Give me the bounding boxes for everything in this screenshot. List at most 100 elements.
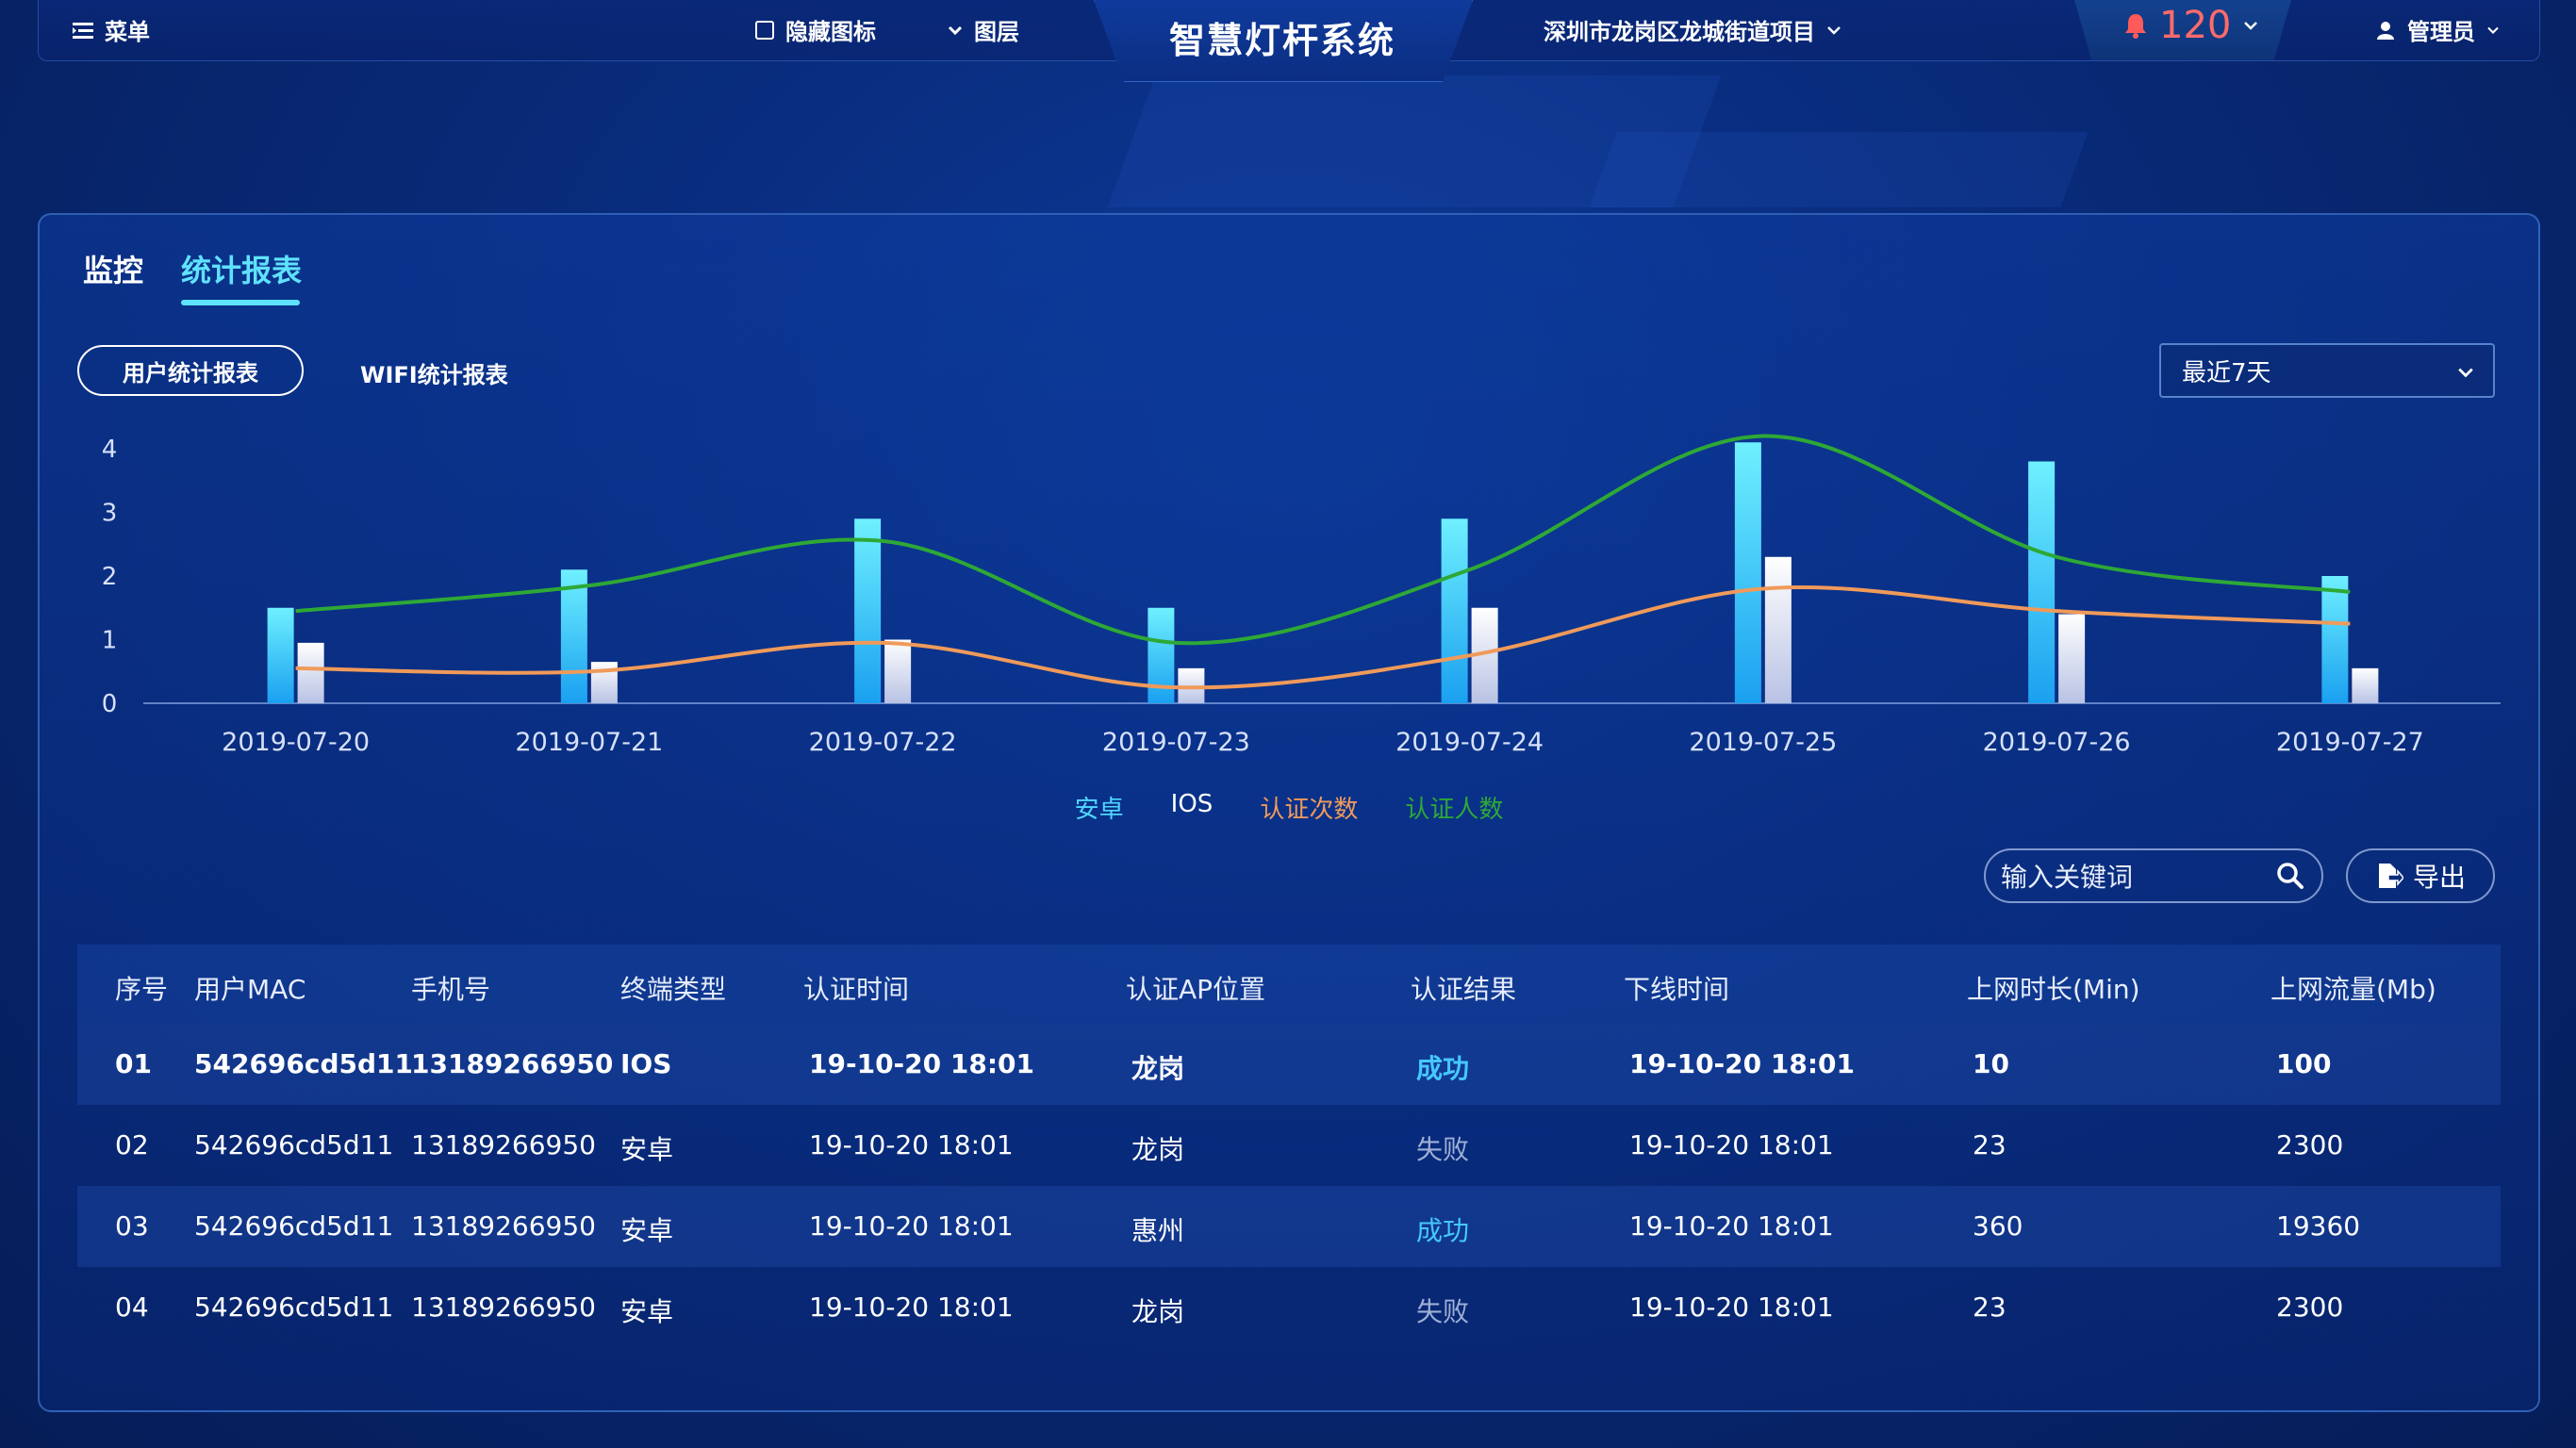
column-header: 终端类型	[620, 974, 727, 1005]
y-tick-label: 0	[102, 690, 118, 718]
chart-legend: 安卓 IOS 认证次数 认证人数	[40, 790, 2538, 825]
table-cell: 542696cd5d11	[194, 1129, 394, 1160]
bar-ios	[884, 639, 912, 703]
bar-ios	[1764, 556, 1792, 703]
table-cell: 19-10-20 18:01	[809, 1129, 1014, 1160]
bell-icon	[2125, 14, 2146, 39]
table-cell: 2300	[2276, 1292, 2344, 1323]
main-panel: 监控 统计报表 用户统计报表 WIFI统计报表 最近7天 0 1 2 3 4 2019-0…	[38, 213, 2540, 1412]
bar-ios	[2352, 667, 2379, 703]
search-input[interactable]: 输入关键词	[1984, 848, 2323, 903]
table-cell: 安卓	[620, 1215, 674, 1246]
project-label: 深圳市龙岗区龙城街道项目	[1544, 19, 1815, 45]
table-cell: 成功	[1416, 1053, 1470, 1084]
table-cell: 成功	[1416, 1215, 1470, 1246]
chevron-down-icon	[1827, 25, 1841, 35]
legend-ios[interactable]: IOS	[1170, 790, 1214, 818]
table-cell: 失败	[1416, 1296, 1470, 1327]
chevron-down-icon	[2487, 26, 2499, 34]
table-cell: 安卓	[620, 1296, 674, 1327]
line-auth-users	[295, 434, 2351, 646]
search-icon[interactable]	[2274, 860, 2306, 892]
legend-auth-users[interactable]: 认证人数	[1405, 796, 1504, 824]
hide-icons-toggle[interactable]: 隐藏图标	[755, 13, 876, 46]
table-cell: 龙岗	[1131, 1053, 1185, 1084]
background-shape	[1589, 132, 2089, 207]
column-header: 用户MAC	[194, 974, 306, 1005]
x-tick-label: 2019-07-24	[1395, 728, 1544, 757]
column-header: 上网流量(Mb)	[2271, 974, 2436, 1005]
table-row[interactable]: 02 542696cd5d11 13189266950 安卓 19-10-20 18:0…	[77, 1105, 2501, 1186]
bar-android	[2321, 576, 2349, 703]
table-cell: 19-10-20 18:01	[809, 1292, 1014, 1323]
x-tick-label: 2019-07-20	[222, 728, 370, 757]
export-icon	[2378, 864, 2403, 888]
chevron-down-icon	[2458, 368, 2473, 378]
table-cell: 19-10-20 18:01	[1629, 1292, 1834, 1323]
x-tick-label: 2019-07-26	[1983, 728, 2131, 757]
table-row[interactable]: 03 542696cd5d11 13189266950 安卓 19-10-20 18:0…	[77, 1186, 2501, 1267]
alarm-button[interactable]: 120	[2123, 4, 2259, 47]
table-cell: 失败	[1416, 1134, 1470, 1165]
table-cell: 360	[1973, 1210, 2023, 1242]
column-header: 认证AP位置	[1126, 974, 1266, 1005]
table-header	[77, 945, 2501, 1024]
user-icon	[2377, 21, 2394, 40]
export-button[interactable]: 导出	[2346, 848, 2495, 903]
date-range-select[interactable]: 最近7天	[2159, 343, 2495, 398]
table-cell: 19-10-20 18:01	[1629, 1048, 1856, 1079]
bar-android	[267, 607, 294, 703]
x-tick-label: 2019-07-25	[1689, 728, 1837, 757]
table-cell: 542696cd5d11	[194, 1292, 394, 1323]
table-row[interactable]: 01 542696cd5d11 13189266950 IOS 19-10-20 18:…	[77, 1024, 2501, 1105]
table-cell: 19-10-20 18:01	[809, 1048, 1035, 1079]
column-header: 序号	[115, 974, 169, 1005]
user-menu[interactable]: 管理员	[2375, 13, 2500, 46]
column-header: 认证时间	[803, 974, 910, 1005]
tab-statistics[interactable]: 统计报表	[181, 253, 303, 288]
legend-android[interactable]: 安卓	[1074, 796, 1124, 824]
tab-monitor[interactable]: 监控	[83, 253, 144, 288]
subtab-wifi-report[interactable]: WIFI统计报表	[360, 362, 508, 388]
line-auth-count	[295, 585, 2351, 690]
column-header: 下线时间	[1624, 974, 1730, 1005]
menu-button[interactable]: 菜单	[73, 13, 150, 46]
table-cell: 19360	[2276, 1210, 2361, 1242]
table-cell: 13189266950	[411, 1210, 596, 1242]
export-label: 导出	[2412, 862, 2466, 893]
y-tick-label: 3	[102, 500, 118, 528]
bar-android	[854, 518, 882, 703]
x-tick-label: 2019-07-21	[515, 728, 663, 757]
table-cell: 惠州	[1131, 1215, 1185, 1246]
table-cell: 13189266950	[411, 1292, 596, 1323]
bar-android	[1441, 518, 1468, 703]
x-tick-label: 2019-07-22	[809, 728, 957, 757]
subtab-user-report[interactable]: 用户统计报表	[77, 345, 304, 396]
column-header: 上网时长(Min)	[1967, 974, 2140, 1005]
menu-icon	[73, 22, 93, 39]
hide-icons-label: 隐藏图标	[785, 19, 876, 45]
alarm-plate	[2074, 0, 2291, 60]
table-cell: 23	[1973, 1292, 2006, 1323]
column-header: 手机号	[411, 974, 491, 1005]
x-tick-label: 2019-07-23	[1102, 728, 1250, 757]
table-cell: 02	[115, 1129, 149, 1160]
column-header: 认证结果	[1411, 974, 1517, 1005]
user-statistics-chart: 0 1 2 3 4 2019-07-20 2019-07-21 2019-07-22 2019-…	[102, 434, 2501, 757]
table-cell: 2300	[2276, 1129, 2344, 1160]
table-row[interactable]: 04 542696cd5d11 13189266950 安卓 19-10-20 18:0…	[77, 1267, 2501, 1348]
table-cell: 19-10-20 18:01	[1629, 1210, 1834, 1242]
layers-dropdown[interactable]: 图层	[948, 13, 1019, 46]
table-cell: 13189266950	[411, 1048, 614, 1079]
table-cell: 19-10-20 18:01	[809, 1210, 1014, 1242]
chevron-down-icon	[2244, 22, 2258, 30]
project-selector[interactable]: 深圳市龙岗区龙城街道项目	[1544, 13, 1841, 46]
checkbox-icon[interactable]	[755, 20, 774, 40]
chevron-down-icon	[948, 25, 963, 35]
legend-auth-count[interactable]: 认证次数	[1260, 796, 1359, 824]
bar-ios	[297, 642, 324, 703]
date-range-value: 最近7天	[2182, 358, 2271, 387]
table-cell: IOS	[620, 1048, 672, 1079]
table-cell: 安卓	[620, 1134, 674, 1165]
search-placeholder: 输入关键词	[2001, 862, 2134, 893]
